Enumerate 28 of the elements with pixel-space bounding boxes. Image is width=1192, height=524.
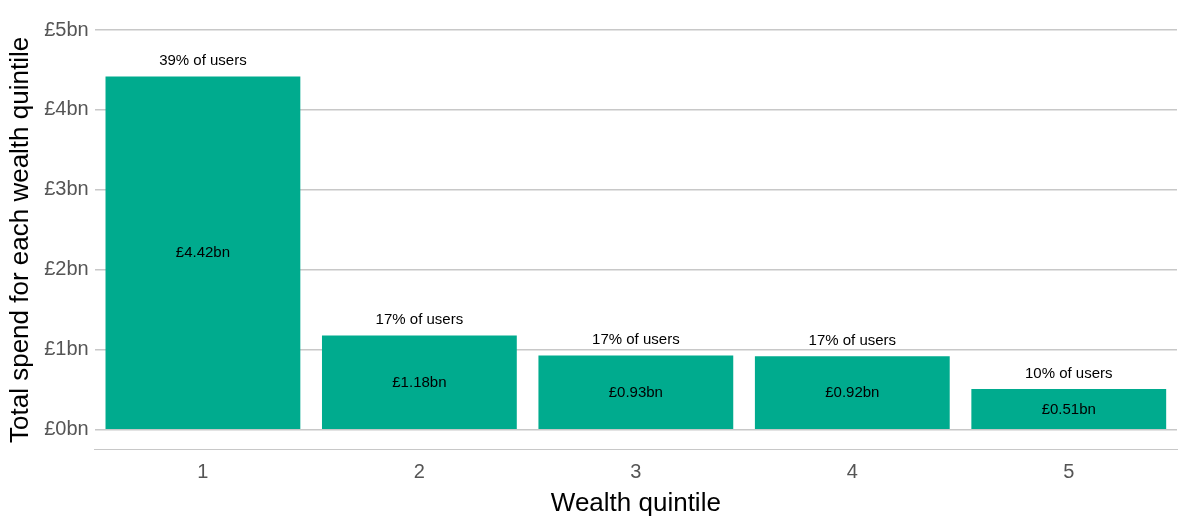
data-label: £1.18bn	[392, 372, 447, 390]
annotation: 17% of users	[808, 330, 897, 348]
y-tick-label: £4bn	[44, 97, 89, 120]
data-label: £0.92bn	[825, 383, 880, 401]
x-tick-label: 3	[630, 460, 642, 483]
bar	[754, 356, 950, 430]
y-tick-label: £3bn	[44, 177, 89, 200]
x-tick-label: 5	[1063, 460, 1075, 483]
y-axis-title: Total spend for each wealth quintile	[3, 36, 34, 443]
y-tick-label: £1bn	[44, 337, 89, 360]
annotation: 17% of users	[592, 330, 680, 348]
x-tick-label: 1	[197, 460, 209, 483]
y-tick-label: £5bn	[44, 17, 89, 40]
x-tick-label: 4	[846, 460, 858, 483]
annotation: 17% of users	[375, 310, 464, 328]
bar	[105, 76, 301, 430]
bar	[971, 389, 1167, 430]
annotation: 39% of users	[159, 51, 247, 69]
x-axis-title: Wealth quintile	[550, 486, 721, 517]
data-label: £4.42bn	[175, 243, 231, 261]
y-tick-label: £2bn	[44, 257, 89, 280]
y-tick-label: £0bn	[44, 417, 89, 440]
x-tick-label: 2	[413, 460, 425, 483]
bar	[321, 335, 517, 430]
data-label: £0.93bn	[608, 382, 663, 400]
annotation: 10% of users	[1025, 363, 1113, 381]
bar	[538, 355, 734, 430]
data-label: £0.51bn	[1041, 399, 1096, 417]
